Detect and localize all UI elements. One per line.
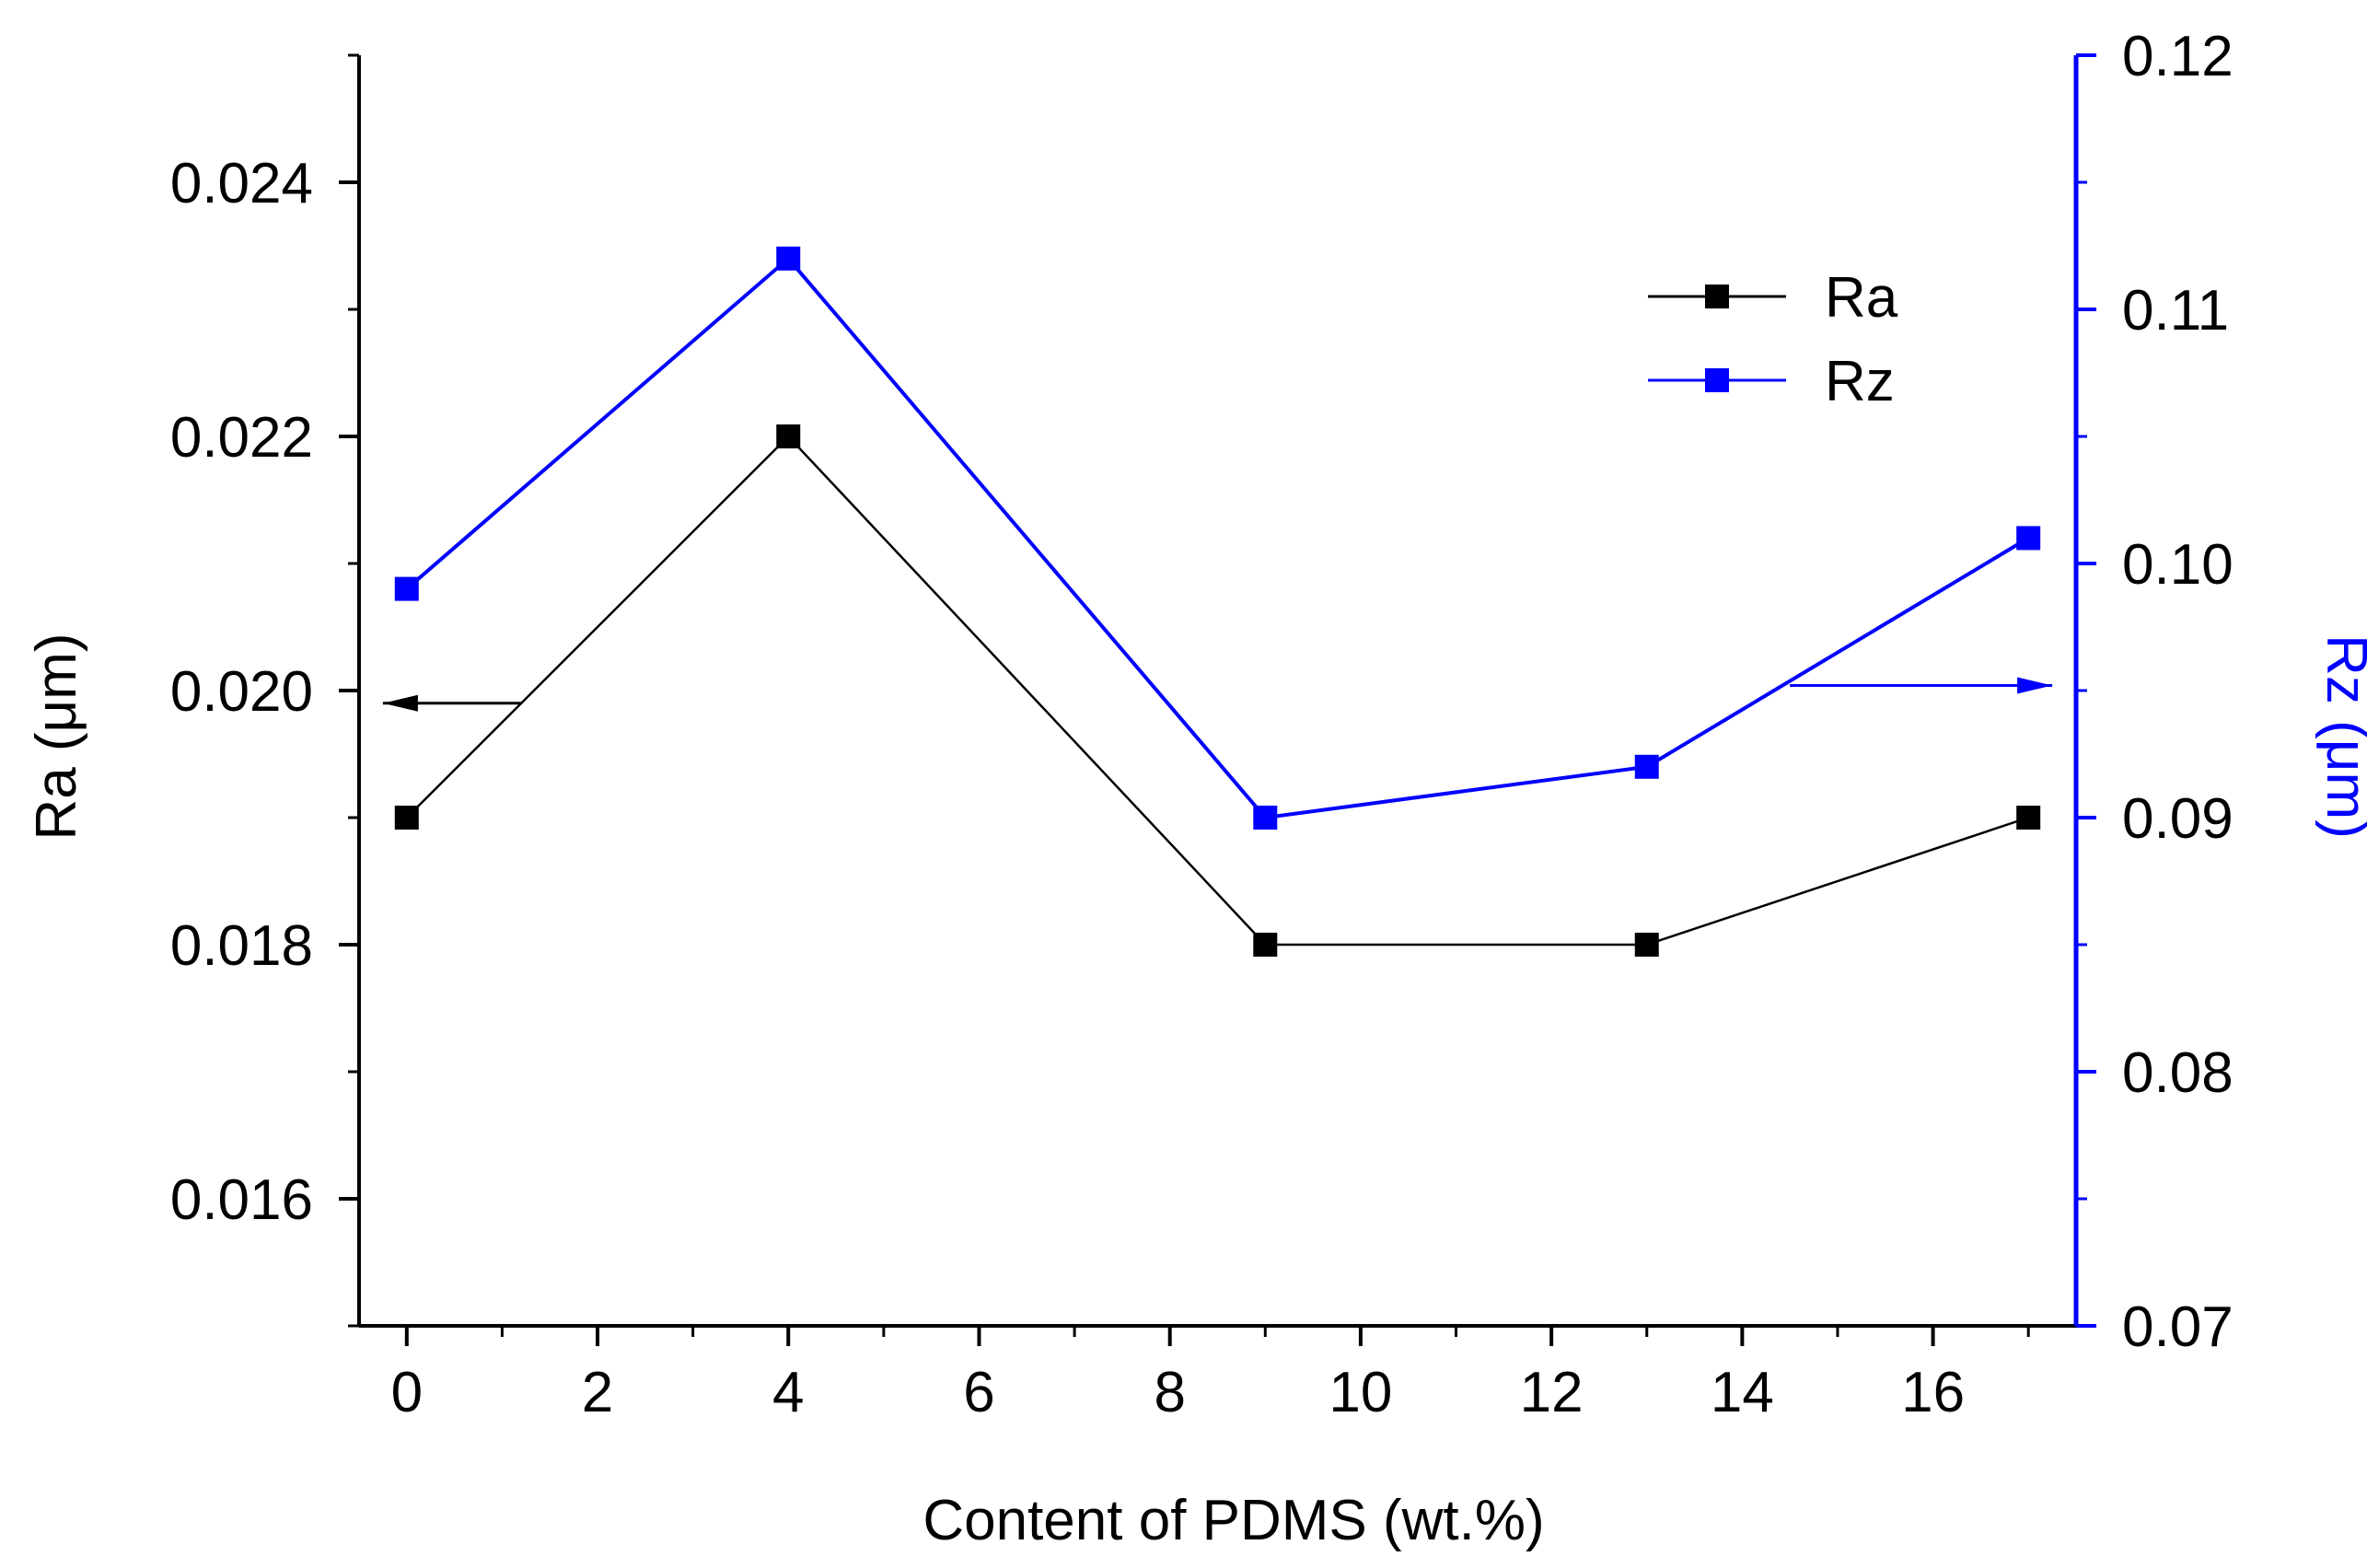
series-line-ra <box>405 435 2029 947</box>
legend-ra-label: Ra <box>1825 266 1898 330</box>
ra-axis-arrow-head <box>382 694 418 712</box>
point-ra <box>394 806 419 830</box>
y-tick-label: 0.022 <box>170 406 313 470</box>
y2-tick-label: 0.11 <box>2122 279 2229 343</box>
legend-rz-marker <box>1705 368 1729 392</box>
y2-tick-label: 0.12 <box>2122 25 2234 88</box>
y2-tick-label: 0.08 <box>2122 1041 2234 1105</box>
y-tick-label: 0.018 <box>170 914 313 978</box>
series-line-rz <box>405 255 2030 820</box>
series <box>394 246 2041 957</box>
y2-tick-label: 0.09 <box>2122 787 2234 851</box>
ticks: 0 2 4 6 8 10 12 14 16 0.016 0.018 0.020 0.022 0.024 0.… <box>170 25 2234 1424</box>
point-ra <box>776 424 801 448</box>
point-rz <box>1634 754 1659 779</box>
point-rz <box>1253 806 1278 830</box>
legend-item-ra: Ra <box>1648 266 1898 330</box>
x-tick-label: 10 <box>1329 1361 1392 1424</box>
x-tick-label: 8 <box>1154 1361 1185 1424</box>
x-tick-label: 16 <box>1901 1361 1965 1424</box>
x-tick-label: 14 <box>1711 1361 1774 1424</box>
y-tick-label: 0.020 <box>170 660 313 724</box>
point-rz <box>776 246 801 271</box>
annotations <box>382 677 2053 712</box>
x-axis-title: Content of PDMS (wt.%) <box>922 1489 1544 1552</box>
y2-tick-label: 0.07 <box>2122 1295 2234 1359</box>
point-ra <box>1253 933 1278 957</box>
x-tick-label: 4 <box>772 1361 804 1424</box>
point-rz <box>2016 526 2041 551</box>
legend: Ra Rz <box>1648 266 1898 413</box>
x-tick-label: 12 <box>1520 1361 1584 1424</box>
y2-tick-label: 0.10 <box>2122 533 2234 597</box>
point-ra <box>2016 806 2041 830</box>
axes <box>357 55 2079 1328</box>
x-tick-label: 0 <box>391 1361 423 1424</box>
y-tick-label: 0.016 <box>170 1168 313 1232</box>
x-tick-label: 6 <box>963 1361 994 1424</box>
legend-ra-marker <box>1705 285 1729 308</box>
y2-axis-title: Rz (μm) <box>2315 634 2367 839</box>
y-tick-label: 0.024 <box>170 152 313 215</box>
x-tick-label: 2 <box>582 1361 613 1424</box>
y-axis-title: Ra (μm) <box>25 633 88 840</box>
rz-axis-arrow-head <box>2017 677 2053 694</box>
legend-rz-label: Rz <box>1825 350 1895 413</box>
legend-item-rz: Rz <box>1648 350 1895 413</box>
point-rz <box>394 576 419 601</box>
point-ra <box>1634 933 1659 957</box>
